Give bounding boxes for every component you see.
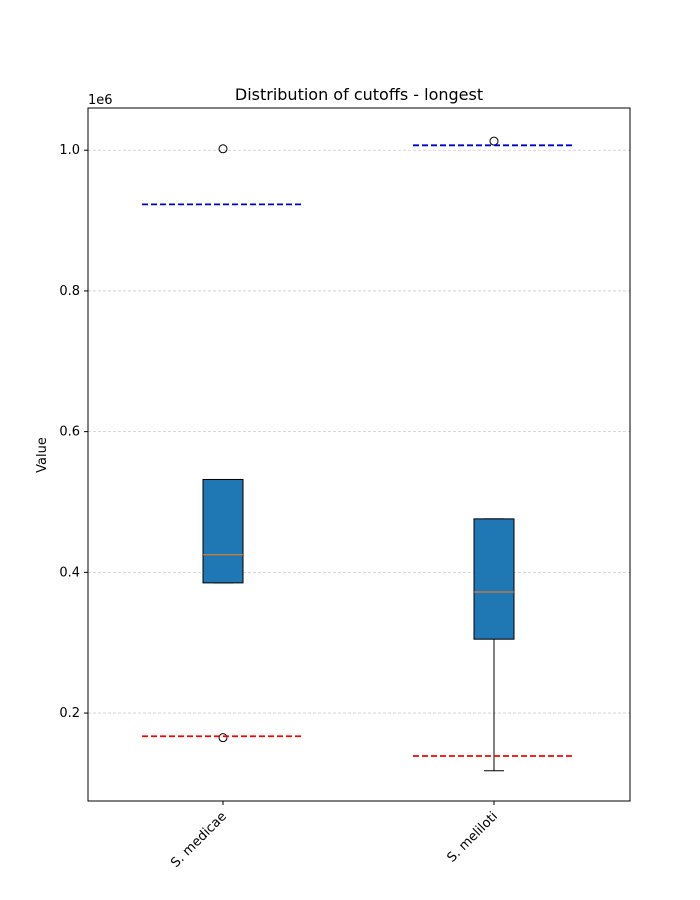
x-tick-label: S. meliloti	[444, 809, 500, 865]
y-tick-label: 0.4	[59, 565, 80, 580]
outlier-point	[218, 733, 228, 743]
x-tick-label: S. medicae	[168, 809, 230, 871]
y-scale-label: 1e6	[88, 93, 113, 108]
plot-marks	[142, 136, 575, 772]
box-iqr	[202, 478, 244, 584]
y-tick-label: 0.2	[59, 706, 80, 721]
grid-lines	[88, 149, 630, 714]
y-tick-label: 0.6	[59, 425, 80, 440]
y-tick-label: 0.8	[59, 284, 80, 299]
axes: 0.2 0.4 0.6 0.8 1.0 S. medicae S. meliloti	[59, 143, 501, 871]
box-group	[142, 144, 304, 743]
y-axis-label: Value	[35, 437, 50, 473]
outlier-point	[218, 144, 228, 154]
box-iqr	[473, 518, 515, 640]
chart-title: Distribution of cutoffs - longest	[235, 85, 483, 104]
outlier-point	[489, 136, 499, 146]
box-group	[413, 136, 575, 772]
plot-frame	[87, 107, 631, 802]
y-tick-label: 1.0	[59, 143, 80, 158]
